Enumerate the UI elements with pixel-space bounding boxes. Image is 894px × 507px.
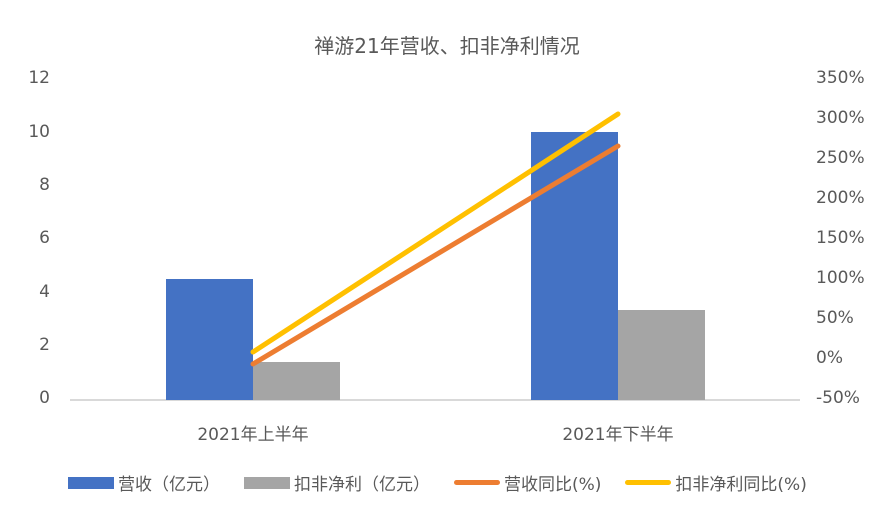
legend-label: 扣非净利同比(%) xyxy=(675,475,807,495)
x-tick-h2: 2021年下半年 xyxy=(562,425,674,445)
legend-item-revenue[interactable]: 营收（亿元） xyxy=(68,470,220,495)
y-right-tick: 200% xyxy=(816,188,865,208)
chart-title: 禅游21年营收、扣非净利情况 xyxy=(314,34,580,58)
y-left-tick: 2 xyxy=(39,335,50,355)
legend-label: 扣非净利（亿元） xyxy=(294,475,430,495)
legend-item-revenue-yoy[interactable]: 营收同比(%) xyxy=(454,470,601,495)
y-left-tick: 0 xyxy=(39,388,50,408)
legend-item-net-profit-yoy[interactable]: 扣非净利同比(%) xyxy=(625,470,807,495)
y-right-tick: 300% xyxy=(816,108,865,128)
y-right-tick: 350% xyxy=(816,68,865,88)
legend-item-net-profit[interactable]: 扣非净利（亿元） xyxy=(244,470,430,495)
y-right-tick: 0% xyxy=(816,348,843,368)
bar-net-profit-h1 xyxy=(253,362,340,400)
bar-net-profit-h2 xyxy=(618,310,705,400)
y-left-tick: 4 xyxy=(39,282,50,302)
legend-line-icon xyxy=(625,480,672,485)
y-right-tick: 50% xyxy=(816,308,854,328)
y-right-tick: 150% xyxy=(816,228,865,248)
y-left-tick: 6 xyxy=(39,228,50,248)
y-right-tick: 250% xyxy=(816,148,865,168)
y-left-tick: 12 xyxy=(28,68,50,88)
legend-label: 营收同比(%) xyxy=(504,475,602,495)
legend-line-icon xyxy=(454,480,500,485)
legend: 营收（亿元） 扣非净利（亿元） 营收同比(%) 扣非净利同比(%) xyxy=(68,470,831,495)
y-right-tick: 100% xyxy=(816,268,865,288)
y-right-tick: -50% xyxy=(816,388,860,408)
bar-revenue-h1 xyxy=(166,279,253,400)
line-revenue-yoy xyxy=(250,143,621,367)
y-left-tick: 10 xyxy=(28,122,50,142)
legend-swatch-icon xyxy=(244,476,290,489)
bar-revenue-h2 xyxy=(531,132,618,400)
line-net-profit-yoy xyxy=(250,111,621,355)
legend-swatch-icon xyxy=(68,476,114,489)
legend-label: 营收（亿元） xyxy=(118,475,220,495)
y-left-tick: 8 xyxy=(39,175,50,195)
x-tick-h1: 2021年上半年 xyxy=(197,425,309,445)
